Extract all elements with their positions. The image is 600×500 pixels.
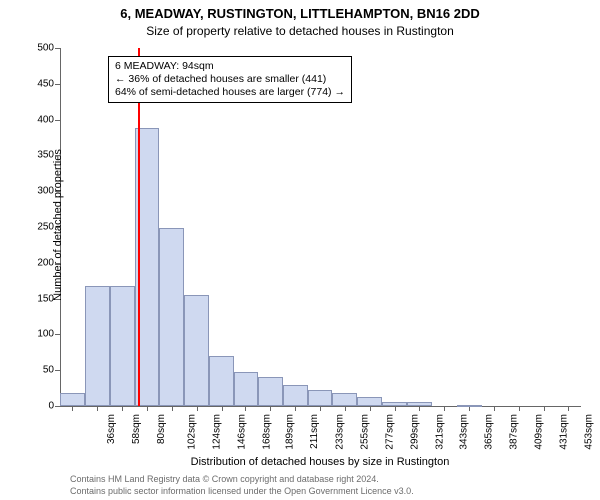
y-tick-label: 400 [26, 114, 54, 125]
x-tick-label: 233sqm [335, 414, 346, 450]
x-tick-label: 36sqm [106, 414, 117, 444]
x-tick-label: 431sqm [559, 414, 570, 450]
annotation-line1: 6 MEADWAY: 94sqm [115, 60, 345, 73]
histogram-chart: 6, MEADWAY, RUSTINGTON, LITTLEHAMPTON, B… [0, 0, 600, 500]
y-tick-label: 350 [26, 150, 54, 161]
y-tick-mark [55, 155, 60, 156]
y-tick-label: 150 [26, 293, 54, 304]
x-tick-mark [494, 406, 495, 411]
y-tick-label: 0 [26, 401, 54, 412]
x-tick-mark [469, 406, 470, 411]
x-tick-mark [320, 406, 321, 411]
x-tick-mark [395, 406, 396, 411]
histogram-bar [209, 356, 234, 406]
histogram-bar [60, 393, 85, 406]
x-tick-mark [147, 406, 148, 411]
y-tick-label: 500 [26, 43, 54, 54]
histogram-bar [159, 228, 184, 406]
x-tick-label: 321sqm [434, 414, 445, 450]
x-tick-label: 343sqm [459, 414, 470, 450]
footer-line1: Contains HM Land Registry data © Crown c… [70, 474, 379, 484]
histogram-bar [357, 397, 382, 406]
x-tick-label: 146sqm [236, 414, 247, 450]
y-tick-mark [55, 191, 60, 192]
y-tick-label: 450 [26, 78, 54, 89]
histogram-bar [283, 385, 308, 406]
x-tick-mark [270, 406, 271, 411]
x-tick-mark [370, 406, 371, 411]
y-tick-mark [55, 370, 60, 371]
x-tick-mark [345, 406, 346, 411]
x-tick-label: 277sqm [384, 414, 395, 450]
y-tick-mark [55, 227, 60, 228]
histogram-bar [457, 405, 482, 407]
x-tick-label: 80sqm [156, 414, 167, 444]
y-tick-mark [55, 84, 60, 85]
histogram-bar [382, 402, 407, 406]
x-tick-mark [544, 406, 545, 411]
x-tick-label: 211sqm [309, 414, 320, 449]
y-tick-mark [55, 334, 60, 335]
x-tick-mark [245, 406, 246, 411]
histogram-bar [407, 402, 432, 406]
histogram-bar [85, 286, 110, 406]
x-tick-label: 255sqm [360, 414, 371, 450]
x-tick-label: 299sqm [409, 414, 420, 450]
x-tick-mark [97, 406, 98, 411]
y-tick-label: 250 [26, 222, 54, 233]
x-tick-label: 168sqm [261, 414, 272, 450]
x-tick-mark [519, 406, 520, 411]
histogram-bar [258, 377, 283, 406]
chart-title: 6, MEADWAY, RUSTINGTON, LITTLEHAMPTON, B… [0, 6, 600, 21]
histogram-bar [184, 295, 209, 406]
y-tick-label: 50 [26, 365, 54, 376]
x-tick-label: 124sqm [211, 414, 222, 450]
x-tick-label: 189sqm [285, 414, 296, 450]
x-tick-label: 453sqm [583, 414, 594, 450]
chart-subtitle: Size of property relative to detached ho… [0, 24, 600, 38]
y-tick-label: 200 [26, 257, 54, 268]
y-tick-label: 300 [26, 186, 54, 197]
footer-line2: Contains public sector information licen… [70, 486, 414, 496]
x-tick-mark [419, 406, 420, 411]
y-tick-mark [55, 263, 60, 264]
y-tick-mark [55, 406, 60, 407]
annotation-box: 6 MEADWAY: 94sqm ← 36% of detached house… [108, 56, 352, 103]
y-tick-label: 100 [26, 329, 54, 340]
y-tick-mark [55, 120, 60, 121]
x-tick-mark [295, 406, 296, 411]
annotation-line2: ← 36% of detached houses are smaller (44… [115, 73, 345, 86]
x-tick-label: 387sqm [509, 414, 520, 450]
annotation-line3: 64% of semi-detached houses are larger (… [115, 86, 345, 99]
x-tick-mark [222, 406, 223, 411]
x-tick-label: 365sqm [484, 414, 495, 450]
x-tick-label: 58sqm [131, 414, 142, 444]
x-axis-label: Distribution of detached houses by size … [60, 456, 580, 468]
histogram-bar [234, 372, 258, 406]
y-tick-mark [55, 299, 60, 300]
histogram-bar [110, 286, 135, 406]
x-tick-mark [72, 406, 73, 411]
x-tick-mark [122, 406, 123, 411]
x-tick-mark [568, 406, 569, 411]
x-tick-mark [197, 406, 198, 411]
y-tick-mark [55, 48, 60, 49]
x-tick-label: 409sqm [534, 414, 545, 450]
x-tick-mark [444, 406, 445, 411]
x-tick-mark [172, 406, 173, 411]
x-tick-label: 102sqm [187, 414, 198, 450]
histogram-bar [332, 393, 357, 406]
histogram-bar [308, 390, 333, 406]
